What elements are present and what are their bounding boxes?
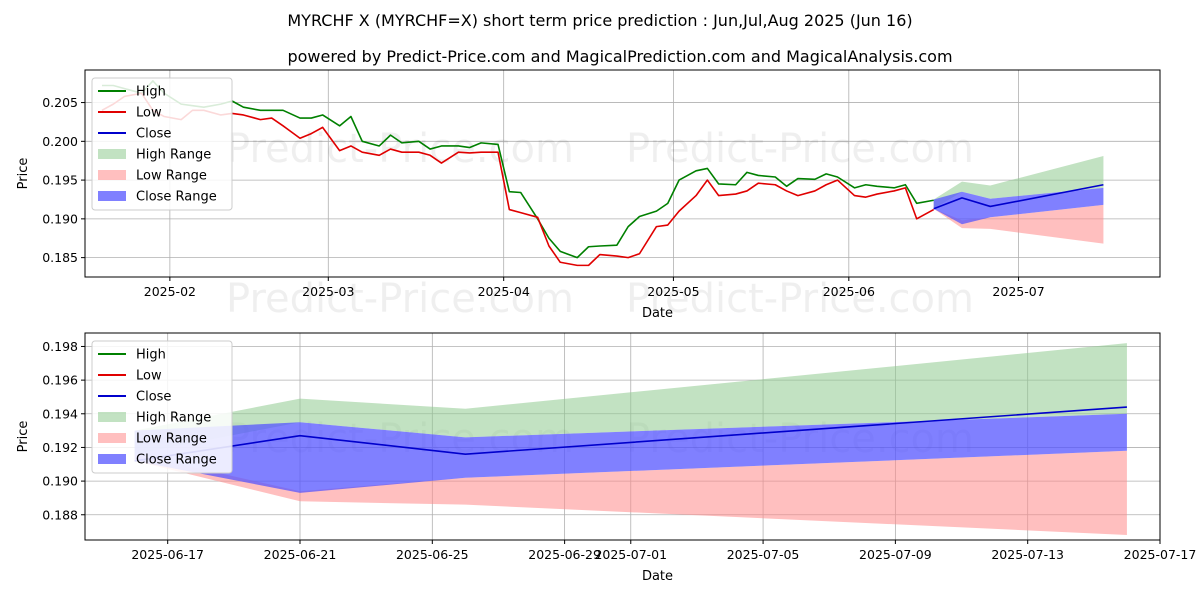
legend-swatch-low_range — [98, 433, 126, 443]
watermark-text: Predict-Price.com — [226, 276, 574, 322]
close-range-band — [933, 187, 1104, 225]
y-tick-label: 0.190 — [42, 474, 78, 489]
x-tick-label: 2025-07 — [992, 284, 1044, 299]
legend-label-close_range: Close Range — [136, 453, 217, 468]
low-range-band — [134, 450, 1127, 535]
legend-box — [91, 77, 233, 211]
plot-area — [134, 343, 1127, 535]
high-series-line — [101, 80, 934, 259]
y-tick-label: 0.195 — [42, 173, 78, 188]
x-tick-label: 2025-07-13 — [991, 547, 1064, 562]
watermark-text: Predict-Price.com — [626, 276, 974, 322]
high-range-band — [933, 156, 1104, 209]
x-tick-label: 2025-04 — [478, 284, 530, 299]
bottom-panel: Predict-Price.comPredict-Price.com2025-0… — [16, 332, 1197, 584]
axes-frame — [84, 69, 1161, 278]
x-tick-label: 2025-06-25 — [396, 547, 469, 562]
y-tick-label: 0.205 — [42, 95, 78, 110]
x-tick-label: 2025-05 — [647, 284, 699, 299]
y-tick-label: 0.190 — [42, 211, 78, 226]
watermark-text: Predict-Price.com — [626, 126, 974, 172]
y-axis-label: Price — [16, 421, 31, 453]
legend-label-close: Close — [136, 390, 171, 405]
y-tick-label: 0.200 — [42, 134, 78, 149]
y-tick-label: 0.194 — [42, 406, 78, 421]
legend-label-high: High — [136, 85, 166, 100]
legend: High Low Close High Range Low Range Close Ran… — [91, 77, 233, 211]
watermark-text: Predict-Price.com — [226, 126, 574, 172]
chart-title: MYRCHF X (MYRCHF=X) short term price pre… — [287, 11, 912, 30]
x-tick-label: 2025-07-17 — [1124, 547, 1197, 562]
plot-area — [101, 80, 1104, 267]
legend-swatch-high_range — [98, 412, 126, 422]
legend-box — [91, 340, 233, 474]
close-range-band — [134, 413, 1127, 493]
y-tick-label: 0.188 — [42, 507, 78, 522]
legend-label-low: Low — [136, 369, 162, 384]
legend-swatch-close_range — [98, 454, 126, 464]
x-tick-label: 2025-07-05 — [727, 547, 800, 562]
y-tick-label: 0.196 — [42, 373, 78, 388]
legend-label-high: High — [136, 348, 166, 363]
y-tick-label: 0.198 — [42, 339, 78, 354]
close-series-line — [933, 183, 1104, 210]
x-tick-label: 2025-06-29 — [528, 547, 601, 562]
low-series-line — [101, 92, 935, 267]
legend-label-low: Low — [136, 106, 162, 121]
legend-swatch-high_range — [98, 149, 126, 159]
chart-subtitle: powered by Predict-Price.com and Magical… — [287, 47, 952, 66]
x-tick-label: 2025-03 — [302, 284, 354, 299]
x-tick-label: 2025-06 — [823, 284, 875, 299]
grid-lines — [85, 70, 1160, 277]
legend-swatch-low_range — [98, 170, 126, 180]
x-axis-label: Date — [642, 306, 673, 321]
y-tick-label: 0.185 — [42, 250, 78, 265]
x-axis-label: Date — [642, 569, 673, 584]
x-tick-label: 2025-06-17 — [131, 547, 204, 562]
legend-label-high_range: High Range — [136, 411, 211, 426]
x-tick-label: 2025-02 — [144, 284, 196, 299]
legend-label-close_range: Close Range — [136, 190, 217, 205]
x-tick-label: 2025-07-01 — [594, 547, 667, 562]
high-range-band — [134, 343, 1127, 455]
legend-label-low_range: Low Range — [136, 432, 207, 447]
legend: High Low Close High Range Low Range Close Ran… — [91, 340, 233, 474]
legend-label-high_range: High Range — [136, 148, 211, 163]
top-panel: Predict-Price.com Predict-Price.com Predic… — [16, 69, 1161, 322]
legend-label-close: Close — [136, 127, 171, 142]
x-tick-label: 2025-07-09 — [859, 547, 932, 562]
low-range-band — [933, 204, 1104, 244]
x-tick-label: 2025-06-21 — [264, 547, 337, 562]
legend-swatch-close_range — [98, 191, 126, 201]
y-tick-label: 0.192 — [42, 440, 78, 455]
axes-frame — [84, 332, 1161, 541]
legend-label-low_range: Low Range — [136, 169, 207, 184]
y-axis-label: Price — [16, 158, 31, 190]
